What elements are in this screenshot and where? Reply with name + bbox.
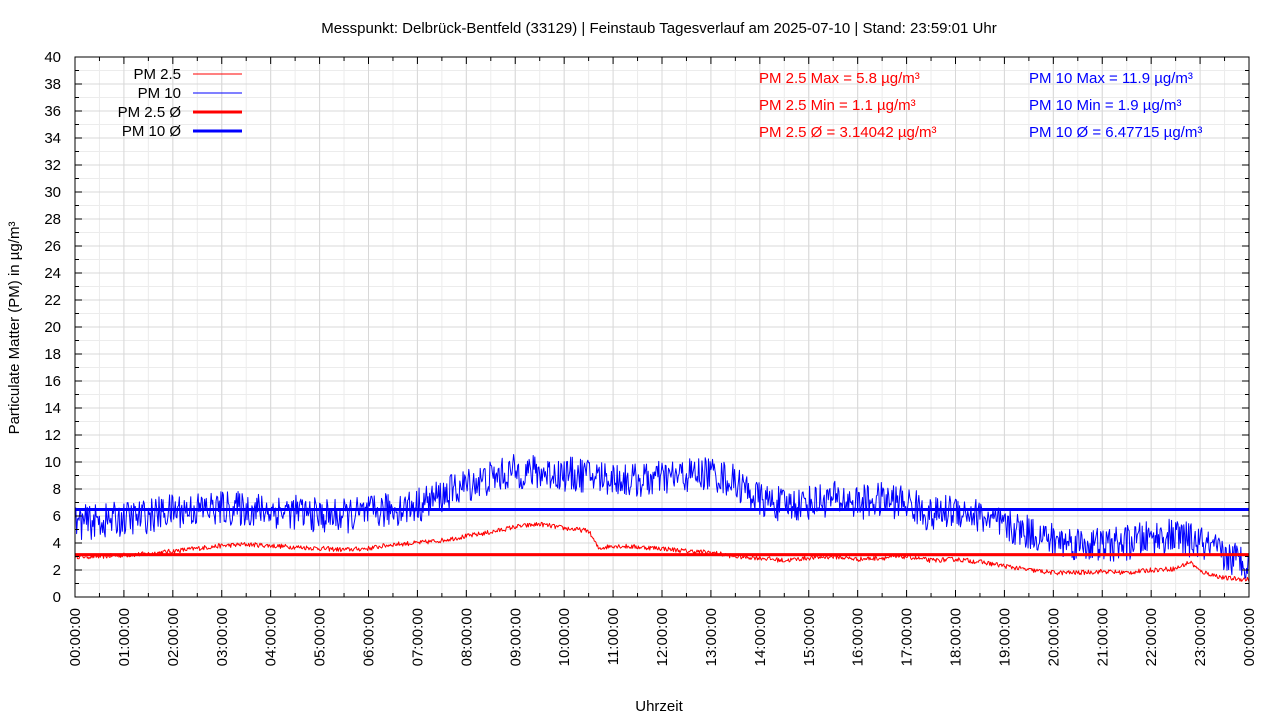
y-tick-label: 6 [53, 508, 61, 525]
x-tick-label: 20:00:00 [1045, 608, 1062, 666]
y-tick-label: 8 [53, 481, 61, 498]
x-tick-label: 14:00:00 [752, 608, 769, 666]
axis-ticks [74, 56, 1250, 598]
stat-pm10: PM 10 Min = 1.9 µg/m³ [1029, 97, 1181, 114]
y-axis-label: Particulate Matter (PM) in µg/m³ [6, 222, 23, 435]
x-tick-label: 21:00:00 [1094, 608, 1111, 666]
x-tick-label: 16:00:00 [850, 608, 867, 666]
series-line-pm10 [74, 454, 1250, 579]
legend: PM 2.5 PM 10 PM 2.5 Ø PM 10 Ø [118, 66, 242, 140]
x-tick-label: 19:00:00 [996, 608, 1013, 666]
y-tick-label: 34 [44, 130, 61, 147]
stat-pm25: PM 2.5 Min = 1.1 µg/m³ [759, 97, 916, 114]
x-tick-label: 00:00:00 [1241, 608, 1258, 666]
y-tick-label: 12 [44, 427, 61, 444]
x-tick-label: 03:00:00 [214, 608, 231, 666]
x-tick-label: 02:00:00 [165, 608, 182, 666]
x-tick-label: 18:00:00 [948, 608, 965, 666]
stats-annotations: PM 2.5 Max = 5.8 µg/m³ PM 2.5 Min = 1.1 µ… [759, 70, 1202, 141]
legend-label: PM 10 Ø [122, 123, 182, 140]
chart-title: Messpunkt: Delbrück-Bentfeld (33129) | F… [321, 20, 996, 37]
stat-pm10: PM 10 Max = 11.9 µg/m³ [1029, 70, 1193, 87]
stat-pm10: PM 10 Ø = 6.47715 µg/m³ [1029, 124, 1202, 141]
x-axis-label: Uhrzeit [635, 698, 683, 715]
y-tick-label: 24 [44, 265, 61, 282]
x-tick-label: 08:00:00 [458, 608, 475, 666]
y-tick-label: 10 [44, 454, 61, 471]
x-tick-label: 05:00:00 [312, 608, 329, 666]
x-tick-label: 04:00:00 [263, 608, 280, 666]
y-tick-label: 28 [44, 211, 61, 228]
x-tick-label: 06:00:00 [361, 608, 378, 666]
x-tick-label: 12:00:00 [654, 608, 671, 666]
x-tick-label: 17:00:00 [899, 608, 916, 666]
x-tick-label: 00:00:00 [67, 608, 84, 666]
legend-label: PM 2.5 Ø [118, 104, 182, 121]
y-tick-label: 20 [44, 319, 61, 336]
y-tick-label: 38 [44, 76, 61, 93]
stat-pm25: PM 2.5 Max = 5.8 µg/m³ [759, 70, 920, 87]
x-tick-label: 13:00:00 [703, 608, 720, 666]
x-tick-label: 23:00:00 [1192, 608, 1209, 666]
y-tick-label: 0 [53, 589, 61, 606]
x-tick-label: 15:00:00 [801, 608, 818, 666]
series-layer [74, 454, 1250, 582]
x-tick-label: 22:00:00 [1143, 608, 1160, 666]
x-axis-tick-labels: 00:00:00 01:00:00 02:00:00 03:00:00 04:00:00… [67, 608, 1258, 666]
y-tick-label: 40 [44, 49, 61, 66]
y-tick-label: 22 [44, 292, 61, 309]
average-lines [75, 508, 1249, 557]
y-tick-label: 18 [44, 346, 61, 363]
y-tick-label: 26 [44, 238, 61, 255]
legend-label: PM 2.5 [133, 66, 181, 83]
y-tick-label: 4 [53, 535, 61, 552]
series-line-pm25 [74, 521, 1250, 582]
y-tick-label: 16 [44, 373, 61, 390]
x-tick-label: 07:00:00 [409, 608, 426, 666]
y-tick-label: 2 [53, 562, 61, 579]
stat-pm25: PM 2.5 Ø = 3.14042 µg/m³ [759, 124, 936, 141]
y-tick-label: 30 [44, 184, 61, 201]
x-tick-label: 01:00:00 [116, 608, 133, 666]
x-tick-label: 10:00:00 [556, 608, 573, 666]
legend-label: PM 10 [138, 85, 181, 102]
y-tick-label: 14 [44, 400, 61, 417]
y-tick-label: 32 [44, 157, 61, 174]
x-tick-label: 11:00:00 [605, 608, 622, 665]
y-tick-label: 36 [44, 103, 61, 120]
x-tick-label: 09:00:00 [507, 608, 524, 666]
